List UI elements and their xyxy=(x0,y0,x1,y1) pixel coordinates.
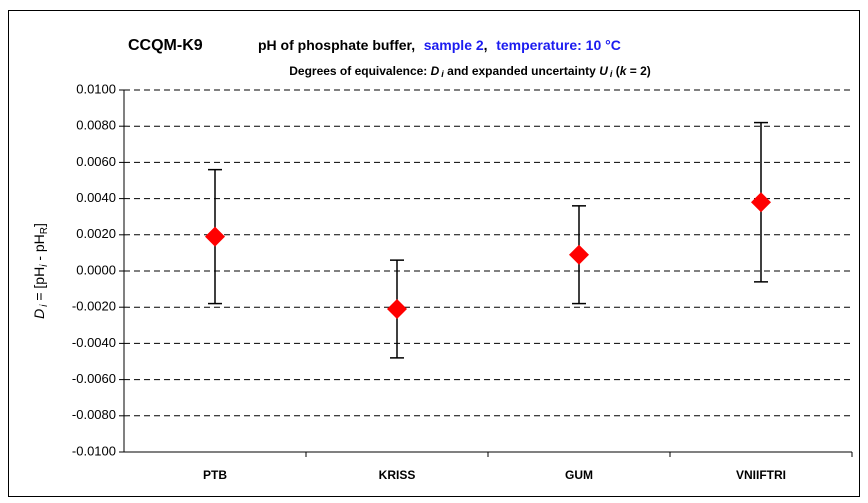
point xyxy=(387,299,407,320)
point xyxy=(569,244,589,265)
subtitle-part: D xyxy=(431,64,440,78)
x-tick-label: KRISS xyxy=(379,468,416,482)
y-tick-label: 0.0040 xyxy=(76,190,116,205)
y-label-part: i xyxy=(39,264,50,267)
subtitle-part: U xyxy=(599,64,608,78)
subtitle-part: = 2) xyxy=(626,64,650,78)
y-tick-label: -0.0060 xyxy=(72,371,116,386)
y-tick-label: -0.0100 xyxy=(72,443,116,458)
subtitle-part: and expanded uncertainty xyxy=(444,64,599,78)
title-part: pH of phosphate buffer, xyxy=(258,37,415,53)
y-label-part: = [pH xyxy=(31,267,47,305)
y-tick-label: 0.0000 xyxy=(76,262,116,277)
title-part: , xyxy=(484,37,488,53)
chart-title: CCQM-K9 pH of phosphate buffer, sample 2… xyxy=(128,37,621,55)
subtitle-part: ( xyxy=(612,64,619,78)
subtitle-part: k xyxy=(620,64,628,78)
y-label-part: - pH xyxy=(31,234,47,264)
y-tick-label: 0.0100 xyxy=(76,81,116,96)
y-tick-label: -0.0020 xyxy=(72,299,116,314)
title-part: temperature: 10 °C xyxy=(496,37,621,53)
x-tick-label: GUM xyxy=(565,468,593,482)
x-tick-label: VNIIFTRI xyxy=(736,468,786,482)
chart-border xyxy=(8,10,860,497)
title-part: CCQM-K9 xyxy=(128,37,203,54)
point xyxy=(751,192,771,213)
subtitle-part: i xyxy=(441,69,444,79)
title-part: sample 2 xyxy=(424,37,484,53)
y-label-part: R xyxy=(39,227,50,234)
y-tick-label: 0.0060 xyxy=(76,154,116,169)
subtitle-part: Degrees of equivalence: xyxy=(289,64,430,78)
point xyxy=(205,226,225,247)
y-tick-label: 0.0020 xyxy=(76,226,116,241)
y-axis-label: Di = [pHi - pHR] xyxy=(31,223,50,319)
y-label-part: D xyxy=(31,309,47,319)
y-label-part: ] xyxy=(31,223,47,227)
y-tick-label: 0.0080 xyxy=(76,118,116,133)
y-tick-label: -0.0080 xyxy=(72,407,116,422)
subtitle-part: i xyxy=(610,69,613,79)
x-tick-label: PTB xyxy=(203,468,227,482)
y-label-part: i xyxy=(39,304,50,307)
y-tick-label: -0.0040 xyxy=(72,335,116,350)
